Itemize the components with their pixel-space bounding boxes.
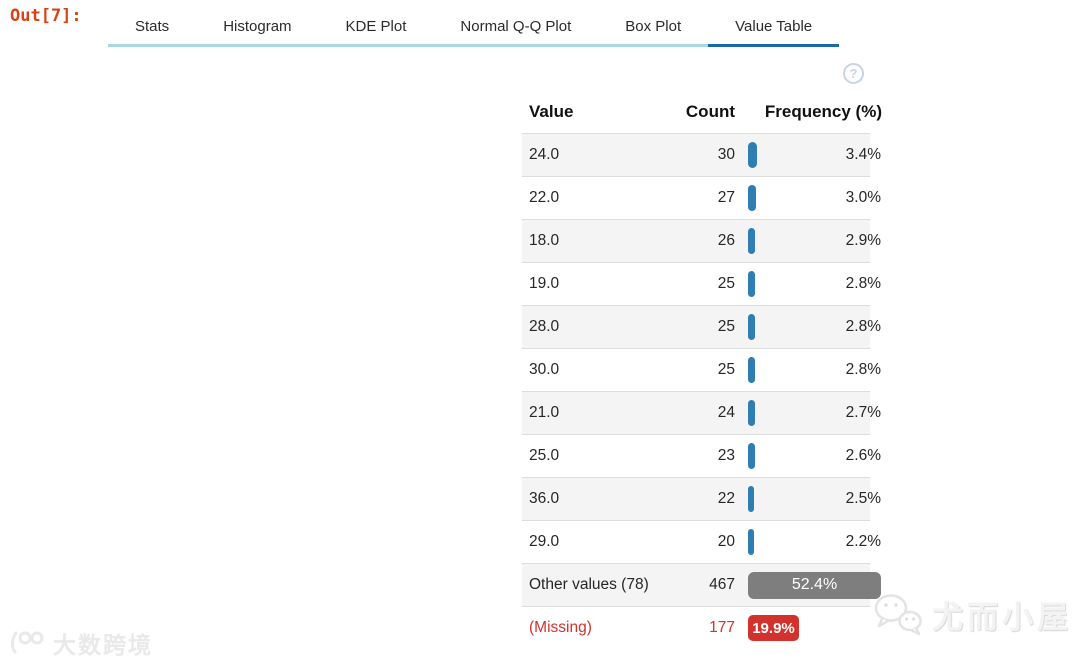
frequency-bar <box>748 400 755 426</box>
value-cell: 24.0 <box>529 146 560 163</box>
column-header-value: Value <box>529 102 574 121</box>
count-cell: 20 <box>717 533 735 550</box>
value-cell: 29.0 <box>529 533 560 550</box>
count-cell: 467 <box>709 576 735 593</box>
table-row: 24.0 30 3.4% <box>522 133 881 176</box>
frequency-cell: 2.8% <box>748 349 883 391</box>
frequency-bar <box>748 142 757 168</box>
value-cell: 18.0 <box>529 232 560 249</box>
out-prompt: Out[7]: <box>10 6 82 26</box>
frequency-bar <box>748 357 755 383</box>
count-cell: 27 <box>717 189 735 206</box>
count-cell: 25 <box>717 318 735 335</box>
frequency-label: 2.9% <box>845 232 881 249</box>
table-row: 30.0 25 2.8% <box>522 348 881 391</box>
column-header-count: Count <box>685 102 735 121</box>
frequency-bar <box>748 314 755 340</box>
help-icon[interactable]: ? <box>843 63 864 84</box>
frequency-cell: 2.8% <box>748 263 883 305</box>
frequency-cell: 3.0% <box>748 177 883 219</box>
value-cell: (Missing) <box>529 619 592 636</box>
dashukuajing-logo-icon <box>11 631 44 654</box>
count-cell: 23 <box>717 447 735 464</box>
frequency-bar-label: 52.4% <box>791 576 838 593</box>
frequency-cell: 2.7% <box>748 392 883 434</box>
count-cell: 25 <box>717 361 735 378</box>
frequency-label: 2.6% <box>845 447 881 464</box>
table-row: 36.0 22 2.5% <box>522 477 881 520</box>
frequency-bar <box>748 271 755 297</box>
table-row: 22.0 27 3.0% <box>522 176 881 219</box>
tab-value-table[interactable]: Value Table <box>708 10 840 47</box>
count-cell: 30 <box>717 146 735 163</box>
frequency-bar <box>748 443 755 469</box>
tab-normal-qq-plot[interactable]: Normal Q-Q Plot <box>460 18 572 35</box>
count-cell: 177 <box>709 619 735 636</box>
count-cell: 24 <box>717 404 735 421</box>
frequency-bar-label: 19.9% <box>752 619 795 637</box>
table-row: 28.0 25 2.8% <box>522 305 881 348</box>
frequency-bar <box>748 185 756 211</box>
table-row: 18.0 26 2.9% <box>522 219 881 262</box>
frequency-cell: 19.9% <box>748 607 883 649</box>
watermark-bottom-left: 大数跨境 <box>8 626 153 660</box>
table-row: Other values (78) 467 52.4% <box>522 563 881 606</box>
frequency-label: 2.8% <box>845 275 881 292</box>
count-cell: 25 <box>717 275 735 292</box>
frequency-bar <box>748 228 755 254</box>
value-cell: 21.0 <box>529 404 560 421</box>
table-row: 29.0 20 2.2% <box>522 520 881 563</box>
tab-kde-plot[interactable]: KDE Plot <box>345 18 407 35</box>
value-cell: 25.0 <box>529 447 560 464</box>
wechat-icon <box>874 593 922 635</box>
value-cell: 19.0 <box>529 275 560 292</box>
frequency-label: 3.4% <box>845 146 881 163</box>
value-cell: 30.0 <box>529 361 560 378</box>
frequency-label: 2.8% <box>845 318 881 335</box>
frequency-cell: 52.4% <box>748 564 883 606</box>
table-row: 21.0 24 2.7% <box>522 391 881 434</box>
tab-stats[interactable]: Stats <box>135 18 170 35</box>
value-cell: 22.0 <box>529 189 560 206</box>
frequency-bar: 52.4% <box>748 571 881 599</box>
frequency-cell: 2.2% <box>748 521 883 563</box>
tab-histogram[interactable]: Histogram <box>223 18 292 35</box>
frequency-bar <box>748 529 754 555</box>
value-cell: 36.0 <box>529 490 560 507</box>
frequency-label: 2.5% <box>845 490 881 507</box>
frequency-label: 2.7% <box>845 404 881 421</box>
value-cell: 28.0 <box>529 318 560 335</box>
table-row: (Missing) 177 19.9% <box>522 606 870 649</box>
watermark-bottom-left-text: 大数跨境 <box>53 632 153 658</box>
frequency-cell: 2.8% <box>748 306 883 348</box>
value-cell: Other values (78) <box>529 576 649 593</box>
tab-box-plot[interactable]: Box Plot <box>625 18 682 35</box>
frequency-cell: 2.6% <box>748 435 883 477</box>
value-table-body: 24.0 30 3.4% 22.0 27 3.0% 18.0 26 2.9% 1… <box>522 133 881 649</box>
table-row: 25.0 23 2.6% <box>522 434 881 477</box>
frequency-cell: 2.9% <box>748 220 883 262</box>
frequency-label: 3.0% <box>845 189 881 206</box>
count-cell: 22 <box>717 490 735 507</box>
watermark-bottom-right-text: 尤而小屋 <box>932 600 1072 635</box>
count-cell: 26 <box>717 232 735 249</box>
column-header-frequency: Frequency (%) <box>764 102 882 121</box>
frequency-cell: 3.4% <box>748 134 883 176</box>
frequency-bar <box>748 486 754 512</box>
value-table: Value Count Frequency (%) 24.0 30 3.4% 2… <box>522 94 882 649</box>
value-table-header: Value Count Frequency (%) <box>522 94 882 133</box>
frequency-bar: 19.9% <box>748 615 799 641</box>
table-row: 19.0 25 2.8% <box>522 262 881 305</box>
watermark-bottom-right: 尤而小屋 <box>872 592 1072 637</box>
frequency-cell: 2.5% <box>748 478 883 520</box>
frequency-label: 2.8% <box>845 361 881 378</box>
frequency-label: 2.2% <box>845 533 881 550</box>
tab-bar: Stats Histogram KDE Plot Normal Q-Q Plot… <box>108 10 840 47</box>
